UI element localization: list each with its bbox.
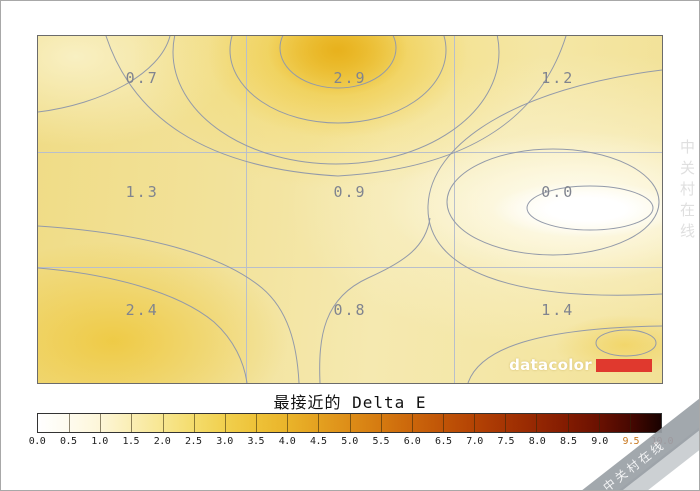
colorbar-tick	[442, 414, 444, 432]
contour-line	[319, 217, 431, 383]
cell-value: 1.3	[125, 183, 159, 202]
colorbar-tick-label: 5.0	[341, 436, 358, 447]
cell-value: 1.4	[541, 301, 575, 320]
colorbar-tick	[318, 414, 320, 432]
colorbar-tick-label: 0.0	[28, 436, 46, 447]
colorbar-tick-label: 3.5	[247, 436, 265, 447]
colorbar-tick	[411, 414, 413, 432]
contour-line	[172, 36, 500, 165]
colorbar-gradient	[38, 414, 661, 432]
colorbar-tick	[536, 414, 538, 432]
colorbar-tick-label: 2.5	[184, 436, 202, 447]
cell-value: 0.8	[333, 301, 367, 320]
colorbar-tick	[629, 414, 631, 432]
contour-line	[105, 36, 567, 177]
colorbar-tick-label: 7.5	[497, 436, 515, 447]
colorbar-tick	[380, 414, 382, 432]
contour-line	[38, 225, 300, 383]
colorbar-tick	[287, 414, 289, 432]
chart-title: 最接近的 Delta E	[273, 393, 427, 412]
colorbar-tick-label: 4.0	[278, 436, 296, 447]
colorbar-tick	[256, 414, 258, 432]
colorbar-tick-label: 9.0	[591, 436, 608, 447]
contour-line	[427, 69, 662, 296]
datacolor-logo-text: datacolor	[509, 356, 592, 374]
colorbar-tick	[505, 414, 507, 432]
contour-line	[467, 325, 662, 383]
colorbar-tick-label: 1.0	[91, 436, 108, 447]
cell-value: 0.9	[333, 183, 367, 202]
gridline-horizontal-1	[38, 151, 662, 153]
datacolor-logo: datacolor	[509, 356, 652, 374]
cell-value-layer: 0.7 2.9 1.2 1.3 0.9 0.0 2.4 0.8 1.4	[38, 36, 662, 383]
cell-value: 2.4	[125, 301, 159, 320]
colorbar-tick-label: 2.0	[153, 436, 171, 447]
cell-value: 1.2	[541, 68, 575, 87]
gridline-horizontal-2	[38, 267, 662, 269]
colorbar-tick-label: 9.5	[622, 436, 640, 447]
colorbar-tick-label: 3.0	[216, 436, 233, 447]
cell-value: 2.9	[333, 68, 367, 87]
contour-line	[38, 267, 248, 383]
logo-accent-bar	[596, 358, 652, 372]
colorbar-tick-label: 6.0	[403, 436, 421, 447]
colorbar-tick	[224, 414, 226, 432]
contour-line	[446, 148, 660, 256]
contour-lines	[38, 36, 662, 383]
colorbar-tick-label: 8.0	[528, 436, 546, 447]
colorbar-tick-labels: 0.0 0.5 1.0 1.5 2.0 2.5 3.0 3.5 4.0 4.5 5.0 5.5 6.0 6…	[29, 436, 674, 448]
colorbar-tick	[349, 414, 351, 432]
colorbar-tick	[69, 414, 71, 432]
colorbar-tick-label: 1.5	[122, 436, 140, 447]
contour-line	[595, 329, 657, 357]
colorbar-tick-label: 5.5	[372, 436, 390, 447]
colorbar-tick	[131, 414, 133, 432]
contour-line	[279, 36, 397, 89]
colorbar-tick-label: 4.5	[309, 436, 327, 447]
cell-value: 0.7	[125, 68, 159, 87]
colorbar-tick-label: 8.5	[559, 436, 577, 447]
colorbar-tick	[162, 414, 164, 432]
gridline-vertical-1	[245, 36, 247, 383]
colorbar-tick	[598, 414, 600, 432]
colorbar-tick	[100, 414, 102, 432]
contour-line	[526, 185, 654, 231]
colorbar-tick-label: 6.5	[434, 436, 452, 447]
contour-line	[38, 36, 171, 113]
colorbar-tick	[567, 414, 569, 432]
colorbar-tick-label: 7.0	[466, 436, 483, 447]
contour-plot: 0.7 2.9 1.2 1.3 0.9 0.0 2.4 0.8 1.4 datacolor	[37, 35, 663, 384]
cell-value: 0.0	[541, 183, 575, 202]
colorbar-tick-label: 0.5	[59, 436, 77, 447]
colorbar-tick	[474, 414, 476, 432]
gridline-vertical-2	[454, 36, 456, 383]
contour-line	[229, 36, 447, 124]
colorbar-tick	[193, 414, 195, 432]
colorbar	[37, 413, 662, 433]
watermark-vertical-text: 中关村在线	[678, 139, 696, 244]
